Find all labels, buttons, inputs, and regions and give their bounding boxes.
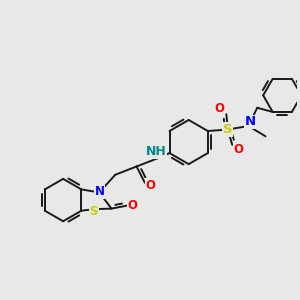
Text: O: O <box>234 143 244 156</box>
Text: O: O <box>128 199 138 212</box>
Text: N: N <box>244 116 256 128</box>
Text: N: N <box>95 185 105 198</box>
Text: S: S <box>90 205 98 218</box>
Text: NH: NH <box>146 145 167 158</box>
Text: O: O <box>145 178 155 191</box>
Text: S: S <box>223 123 232 136</box>
Text: O: O <box>215 102 225 116</box>
